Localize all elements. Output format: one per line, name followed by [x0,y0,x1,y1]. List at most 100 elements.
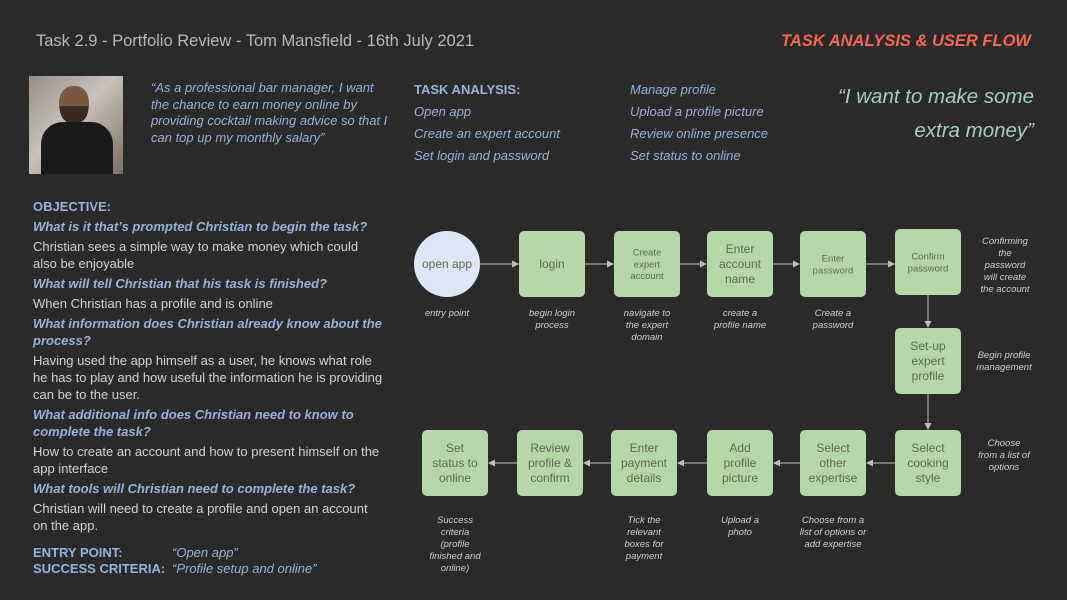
flow-note: payment [625,551,663,562]
flow-node-shape [895,430,961,496]
objective-heading: OBJECTIVE: [33,199,112,214]
flow-note: finished and [429,551,481,562]
objective-question: What is it that’s prompted Christian to … [33,219,368,234]
persona-quote: “As a professional bar manager, I want t… [151,80,388,145]
objective-answer: Having used the app himself as a user, h… [33,353,383,402]
flow-note: the expert [626,320,669,331]
success-criteria-value: “Profile setup and online” [172,561,317,576]
flow-note: navigate to [624,308,670,319]
flow-node-label: Confirm [911,251,944,262]
flow-node-shape [707,231,773,297]
flow-node-label: password [908,263,949,274]
task-analysis-col1: TASK ANALYSIS: Open app Create an expert… [414,79,560,167]
persona-photo [29,76,123,174]
objective-answer: Christian sees a simple way to make mone… [33,239,359,271]
task-item: Manage profile [630,82,716,97]
task-analysis-heading: TASK ANALYSIS: [414,82,521,97]
objective-question: What additional info does Christian need… [33,407,354,439]
flow-note: Begin profile [978,350,1031,361]
flow-node-label: Select [911,441,945,455]
entry-point-row: ENTRY POINT: “Open app” [33,545,383,561]
flow-note: Choose [988,438,1021,449]
objective-question: What tools will Christian need to comple… [33,481,356,496]
flow-node-label: name [725,272,755,286]
flow-node-login: login [519,231,585,297]
flow-node-label: profile [724,456,757,470]
flow-node-label: Enter [630,441,659,455]
flow-note: domain [631,332,662,343]
flow-note: entry point [425,308,470,319]
flow-note: create a [723,308,757,319]
flow-note: boxes for [624,539,664,550]
flow-node-label: open app [422,257,472,271]
entry-point-label: ENTRY POINT: [33,545,123,560]
flow-node-label: status to [432,456,478,470]
flow-note: profile name [713,320,766,331]
flow-node-open: open app [414,231,480,297]
flow-note: begin login [529,308,575,319]
flow-node-label: expertise [809,471,858,485]
flow-node-shape [519,231,585,297]
task-item: Set login and password [414,148,550,163]
flow-note: the account [980,284,1029,295]
flow-node-label: cooking [907,456,948,470]
flow-node-shape [517,430,583,496]
flow-note: relevant [627,527,661,538]
task-item: Create an expert account [414,126,560,141]
flow-node-label: Create [633,247,662,258]
flow-node-label: confirm [530,471,569,485]
flow-node-label: login [539,257,564,271]
flow-node-shape [422,430,488,496]
flow-node-label: profile & [528,456,572,470]
flow-node-label: Add [729,441,750,455]
task-item: Set status to online [630,148,741,163]
flow-node-label: expert [634,259,661,270]
entry-point-value: “Open app” [172,545,238,560]
flow-note: management [976,362,1032,373]
task-item: Review online presence [630,126,769,141]
flow-node-label: account [630,271,664,282]
flow-node-shape [414,231,480,297]
flow-note: online) [441,563,470,574]
flow-note: Create a [815,308,851,319]
objective-answer: Christian will need to create a profile … [33,501,368,533]
flow-note: photo [727,527,752,538]
flow-node-shape [614,231,680,297]
task-analysis-col2: Manage profile Upload a profile picture … [630,79,768,167]
flow-node-label: details [627,471,662,485]
flow-note: process [534,320,569,331]
flow-node-label: Set-up [910,339,946,353]
flow-note: options [989,462,1020,473]
flow-note: Upload a [721,515,759,526]
flow-node-label: Enter [726,242,755,256]
flow-node-label: account [719,257,762,271]
flow-node-label: password [813,265,854,276]
flow-node-shape [895,328,961,394]
flow-node-label: expert [911,354,945,368]
flow-node-shape [800,231,866,297]
objective-question: What will tell Christian that his task i… [33,276,327,291]
objective-answer: When Christian has a profile and is onli… [33,296,273,311]
flow-node-label: online [439,471,471,485]
success-criteria-row: SUCCESS CRITERIA: “Profile setup and onl… [33,561,383,577]
flow-note: criteria [441,527,470,538]
flow-node-label: other [819,456,846,470]
flow-note: will create [984,272,1026,283]
flow-node-shape [895,229,961,295]
big-quote: “I want to make some extra money” [838,85,1034,142]
flow-node-label: Enter [822,253,845,264]
flow-note: the [998,248,1011,259]
flow-note: add expertise [804,539,861,550]
flow-note: password [812,320,854,331]
